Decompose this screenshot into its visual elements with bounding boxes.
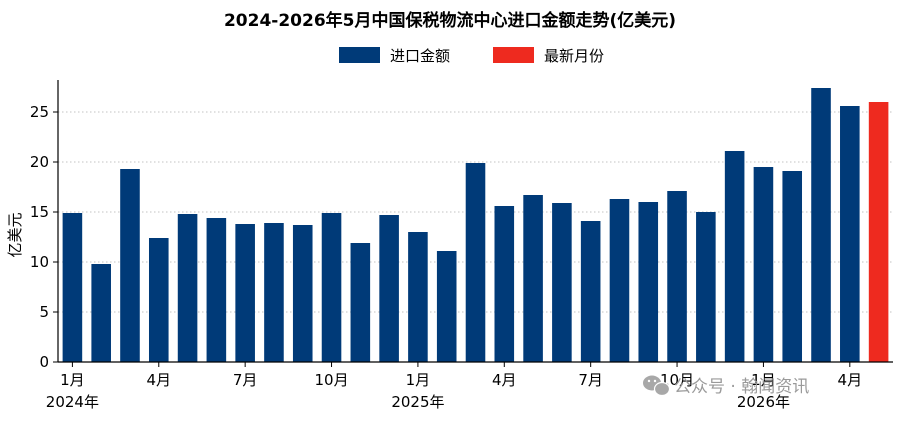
watermark: 公众号 · 翰闻资讯 — [643, 375, 809, 397]
bars — [62, 88, 889, 362]
x-tick-label: 7月 — [233, 371, 258, 389]
bar — [753, 167, 774, 362]
x-tick-label: 1月 — [751, 371, 776, 389]
x-tick-label: 10月 — [314, 371, 348, 389]
legend-swatch-latest — [493, 47, 534, 63]
chart-title: 2024-2026年5月中国保税物流中心进口金额走势(亿美元) — [224, 10, 676, 31]
legend: 进口金额 最新月份 — [339, 47, 604, 65]
bar — [148, 238, 169, 362]
bar — [811, 88, 831, 362]
bar — [177, 214, 198, 362]
x-tick-label: 1月 — [60, 371, 85, 389]
x-tick-year-label: 2024年 — [46, 393, 99, 411]
y-tick-label: 10 — [30, 253, 49, 271]
bar — [235, 224, 255, 362]
bar — [840, 106, 860, 362]
bar — [206, 218, 227, 362]
x-tick-label: 7月 — [578, 371, 603, 389]
y-axis-label: 亿美元 — [6, 212, 24, 257]
bar-latest — [868, 102, 889, 362]
bar — [667, 191, 687, 362]
bar — [465, 163, 486, 362]
x-ticks: 1月 2024年 4月 7月 10月 1月 2025年 4月 7月 10月 1月 2026年 4月 — [46, 362, 862, 411]
bar — [609, 199, 630, 362]
bar — [580, 221, 601, 362]
bar — [523, 195, 543, 362]
wechat-icon — [643, 375, 671, 397]
legend-label-latest: 最新月份 — [544, 47, 604, 65]
x-tick-label: 4月 — [492, 371, 517, 389]
bar — [321, 213, 342, 362]
watermark-text: 公众号 · 翰闻资讯 — [674, 377, 809, 397]
bar — [494, 206, 515, 362]
x-tick-year-label: 2026年 — [737, 393, 790, 411]
bar — [408, 232, 428, 362]
bar — [436, 251, 457, 362]
y-tick-label: 5 — [39, 303, 49, 321]
y-tick-label: 25 — [30, 103, 49, 121]
x-tick-label: 1月 — [406, 371, 431, 389]
bar — [120, 169, 140, 362]
bar — [292, 225, 313, 362]
axes — [57, 80, 893, 363]
legend-label-import: 进口金额 — [390, 47, 450, 65]
bar — [782, 171, 803, 362]
bar — [696, 212, 716, 362]
bar — [379, 215, 399, 362]
x-tick-year-label: 2025年 — [391, 393, 444, 411]
bar — [724, 151, 745, 362]
bar — [552, 203, 572, 362]
x-tick-label: 10月 — [660, 371, 694, 389]
y-ticks: 0 5 10 15 20 25 — [30, 103, 58, 371]
bar — [638, 202, 659, 362]
bar — [350, 243, 371, 362]
y-tick-label: 15 — [30, 203, 49, 221]
x-tick-label: 4月 — [147, 371, 172, 389]
y-tick-label: 20 — [30, 153, 49, 171]
bar — [91, 264, 111, 362]
x-tick-label: 4月 — [838, 371, 863, 389]
legend-swatch-import — [339, 47, 380, 63]
bar — [62, 213, 83, 362]
y-tick-label: 0 — [39, 353, 49, 371]
bar — [264, 223, 284, 362]
